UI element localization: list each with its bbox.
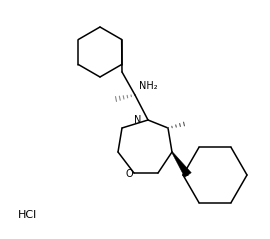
Text: HCl: HCl [18,210,37,220]
Text: NH₂: NH₂ [139,81,158,91]
Polygon shape [172,152,191,177]
Text: N: N [134,115,142,125]
Text: O: O [125,169,133,179]
